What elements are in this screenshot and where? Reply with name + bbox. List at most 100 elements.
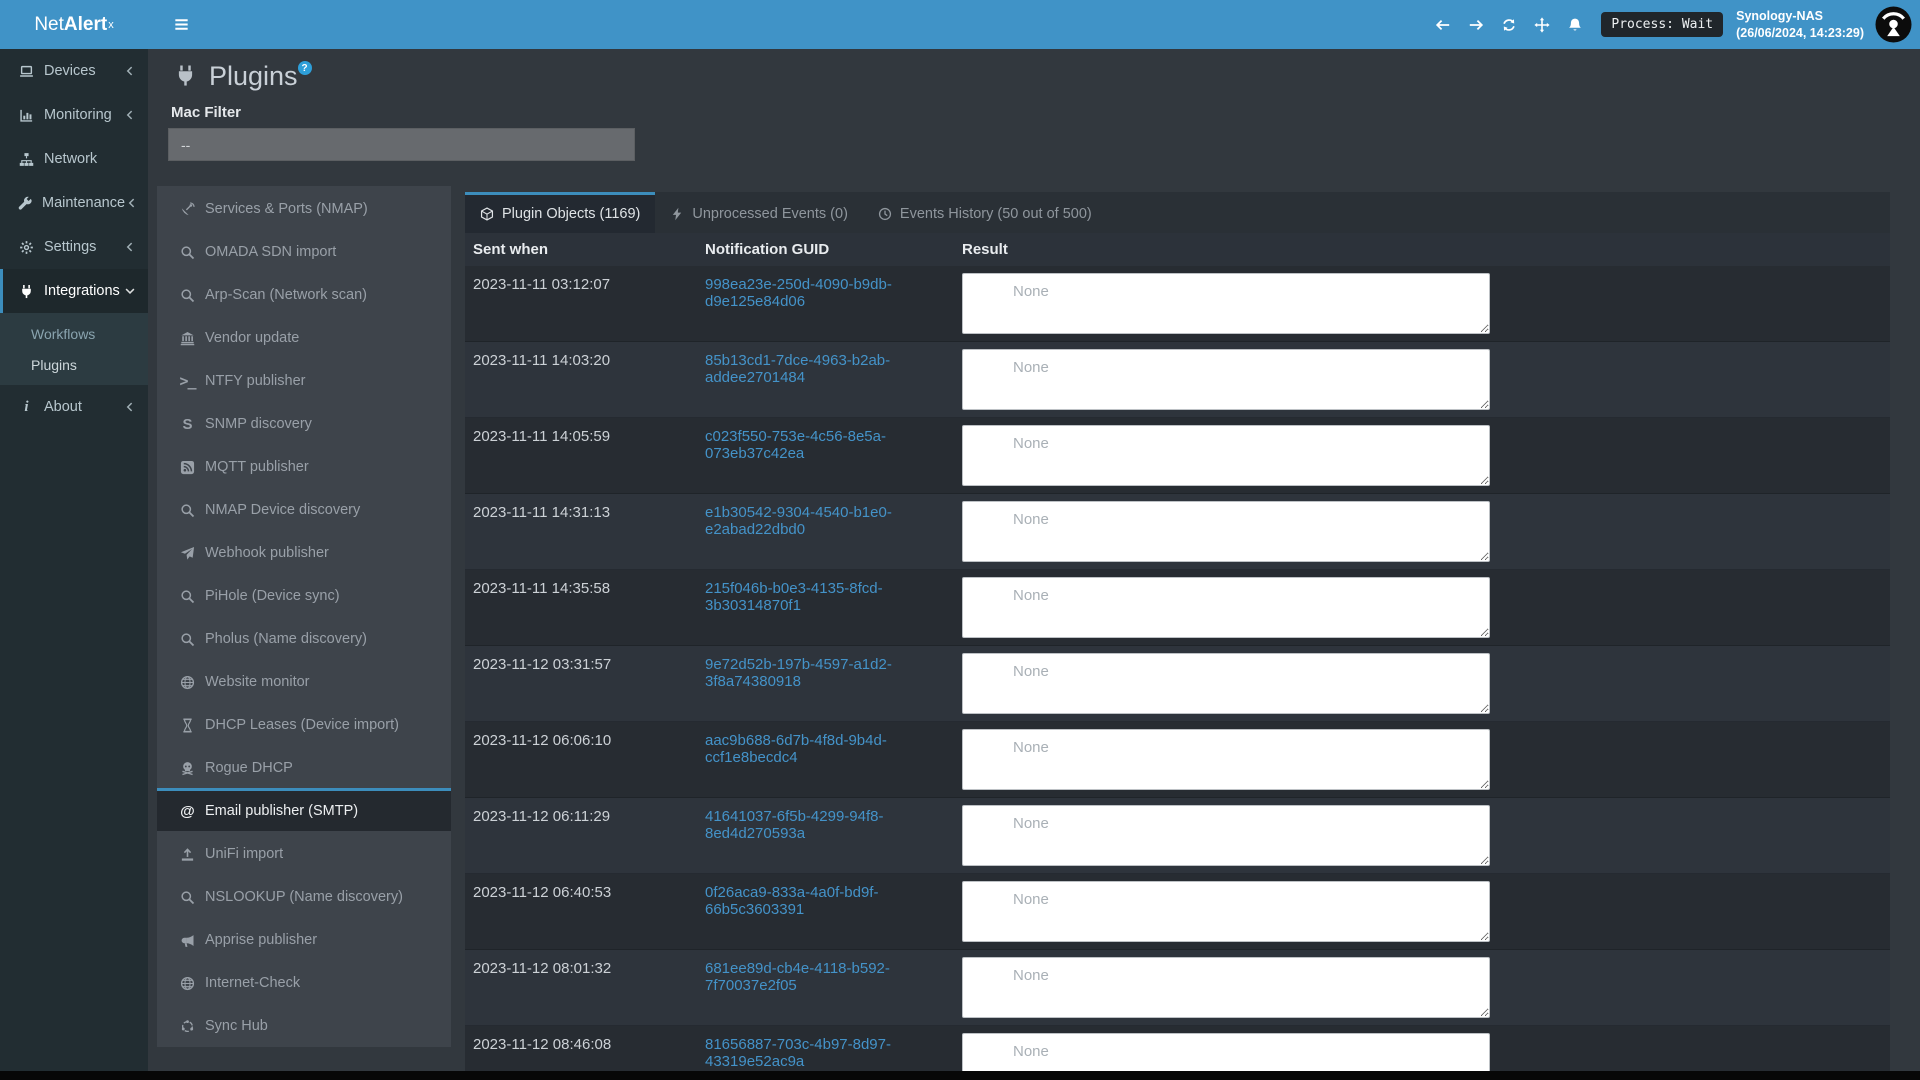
notification-guid-link[interactable]: 0f26aca9-833a-4a0f-bd9f-66b5c3603391 bbox=[705, 884, 879, 918]
sidebar-item-devices[interactable]: Devices bbox=[0, 49, 148, 93]
hamburger-icon[interactable] bbox=[167, 10, 196, 39]
user-avatar[interactable] bbox=[1875, 6, 1912, 43]
notification-guid-link[interactable]: 85b13cd1-7dce-4963-b2ab-addee2701484 bbox=[705, 352, 891, 386]
result-textarea[interactable] bbox=[962, 273, 1490, 334]
tab-plugin-objects[interactable]: Plugin Objects (1169) bbox=[465, 192, 656, 233]
angle-down-icon bbox=[121, 285, 138, 297]
sidebar-item-maintenance[interactable]: Maintenance bbox=[0, 181, 148, 225]
plugin-list-item-sync-hub[interactable]: Sync Hub bbox=[157, 1003, 451, 1046]
bullhorn-icon bbox=[178, 933, 197, 948]
plugin-list-item-dhcp-leases-device-import[interactable]: DHCP Leases (Device import) bbox=[157, 702, 451, 745]
result-textarea[interactable] bbox=[962, 729, 1490, 790]
notification-guid-link[interactable]: 41641037-6f5b-4299-94f8-8ed4d270593a bbox=[705, 808, 884, 842]
notification-guid-link[interactable]: c023f550-753e-4c56-8e5a-073eb37c42ea bbox=[705, 428, 886, 462]
main-sidebar: Devices Monitoring Network Maintenance Setti… bbox=[0, 49, 148, 1080]
sidebar-item-integrations[interactable]: Integrations bbox=[0, 269, 148, 313]
plugin-list-item-pholus-name-discovery[interactable]: Pholus (Name discovery) bbox=[157, 616, 451, 659]
plugin-list-item-mqtt-publisher[interactable]: MQTT publisher bbox=[157, 444, 451, 487]
plugin-list-item-ntfy-publisher[interactable]: >_ NTFY publisher bbox=[157, 358, 451, 401]
plugin-list-panel: Services & Ports (NMAP) OMADA SDN import A… bbox=[157, 186, 451, 1047]
navbar-right: Process: Wait Synology-NAS (26/06/2024, … bbox=[1426, 6, 1920, 43]
sidebar-item-about[interactable]: i About bbox=[0, 385, 148, 429]
sent-when-value: 2023-11-11 14:05:59 bbox=[473, 428, 611, 445]
sidebar-subitem-plugins[interactable]: Plugins bbox=[31, 356, 77, 373]
guid-cell: 41641037-6f5b-4299-94f8-8ed4d270593a bbox=[697, 798, 955, 873]
plugin-list-item-unifi-import[interactable]: UniFi import bbox=[157, 831, 451, 874]
result-textarea[interactable] bbox=[962, 501, 1490, 562]
sidebar-subitem-workflows[interactable]: Workflows bbox=[31, 325, 96, 342]
app-logo[interactable]: Net Alert x bbox=[34, 13, 114, 35]
hourglass-icon bbox=[178, 718, 197, 733]
notification-guid-link[interactable]: e1b30542-9304-4540-b1e0-e2abad22dbd0 bbox=[705, 504, 892, 538]
result-textarea[interactable] bbox=[962, 577, 1490, 638]
table-row: 2023-11-11 14:35:58 215f046b-b0e3-4135-8f… bbox=[465, 570, 1890, 646]
notification-guid-link[interactable]: 998ea23e-250d-4090-b9db-d9e125e84d06 bbox=[705, 276, 892, 310]
angle-left-icon bbox=[121, 65, 138, 77]
result-textarea[interactable] bbox=[962, 957, 1490, 1018]
plugin-list-item-arp-scan-network-scan[interactable]: Arp-Scan (Network scan) bbox=[157, 272, 451, 315]
plugin-item-label: OMADA SDN import bbox=[205, 244, 337, 260]
notification-guid-link[interactable]: 215f046b-b0e3-4135-8fcd-3b30314870f1 bbox=[705, 580, 883, 614]
table-row: 2023-11-12 06:40:53 0f26aca9-833a-4a0f-bd… bbox=[465, 874, 1890, 950]
plugin-list-item-internet-check[interactable]: Internet-Check bbox=[157, 960, 451, 1003]
result-cell bbox=[955, 342, 1890, 417]
sidebar-item-network[interactable]: Network bbox=[0, 137, 148, 181]
plugin-list-item-vendor-update[interactable]: Vendor update bbox=[157, 315, 451, 358]
info-icon: i bbox=[24, 398, 29, 415]
result-cell bbox=[955, 570, 1890, 645]
notification-guid-link[interactable]: aac9b688-6d7b-4f8d-9b4d-ccf1e8becdc4 bbox=[705, 732, 887, 766]
plugin-list-item-nmap-device-discovery[interactable]: NMAP Device discovery bbox=[157, 487, 451, 530]
notifications-bell-icon[interactable] bbox=[1558, 11, 1591, 39]
tab-label: Events History (50 out of 500) bbox=[899, 206, 1092, 222]
sidebar-item-settings[interactable]: Settings bbox=[0, 225, 148, 269]
terminal-icon: >_ bbox=[179, 371, 196, 390]
sidebar-item-monitoring[interactable]: Monitoring bbox=[0, 93, 148, 137]
plugin-list-item-email-publisher-smtp[interactable]: @ Email publisher (SMTP) bbox=[157, 788, 451, 831]
plugin-list-item-snmp-discovery[interactable]: S SNMP discovery bbox=[157, 401, 451, 444]
tab-events-history[interactable]: Events History (50 out of 500) bbox=[863, 192, 1107, 233]
plugin-list-item-website-monitor[interactable]: Website monitor bbox=[157, 659, 451, 702]
notification-guid-link[interactable]: 9e72d52b-197b-4597-a1d2-3f8a74380918 bbox=[705, 656, 892, 690]
refresh-icon[interactable] bbox=[1492, 11, 1525, 39]
plugin-item-label: Internet-Check bbox=[205, 975, 301, 991]
column-header-sent-when: Sent when bbox=[473, 241, 549, 258]
mac-filter-input[interactable] bbox=[168, 128, 635, 161]
sent-when-value: 2023-11-12 08:46:08 bbox=[473, 1036, 612, 1053]
host-name: Synology-NAS bbox=[1736, 9, 1823, 24]
help-badge[interactable]: ? bbox=[297, 61, 312, 75]
clock-icon bbox=[878, 207, 892, 221]
result-textarea[interactable] bbox=[962, 425, 1490, 486]
move-icon[interactable] bbox=[1525, 11, 1558, 39]
plugin-list-item-services-ports-nmap[interactable]: Services & Ports (NMAP) bbox=[157, 186, 451, 229]
search-icon bbox=[178, 632, 197, 647]
result-textarea[interactable] bbox=[962, 881, 1490, 942]
bank-icon bbox=[178, 331, 197, 346]
plugin-list-item-webhook-publisher[interactable]: Webhook publisher bbox=[157, 530, 451, 573]
result-textarea[interactable] bbox=[962, 349, 1490, 410]
sitemap-icon bbox=[18, 152, 35, 167]
host-info: Synology-NAS (26/06/2024, 14:23:29) bbox=[1736, 8, 1864, 41]
plugin-list-item-omada-sdn-import[interactable]: OMADA SDN import bbox=[157, 229, 451, 272]
globe-icon bbox=[178, 675, 197, 690]
notification-guid-link[interactable]: 81656887-703c-4b97-8d97-43319e52ac9a bbox=[705, 1036, 891, 1070]
plugin-list-item-pihole-device-sync[interactable]: PiHole (Device sync) bbox=[157, 573, 451, 616]
plugin-list-item-apprise-publisher[interactable]: Apprise publisher bbox=[157, 917, 451, 960]
result-cell bbox=[955, 266, 1890, 341]
result-textarea[interactable] bbox=[962, 653, 1490, 714]
plugin-item-label: SNMP discovery bbox=[205, 416, 312, 432]
angle-left-icon bbox=[121, 241, 138, 253]
table-header: Sent when Notification GUID Result bbox=[465, 233, 1890, 266]
notification-guid-link[interactable]: 681ee89d-cb4e-4118-b592-7f70037e2f05 bbox=[705, 960, 890, 994]
plugin-list-item-rogue-dhcp[interactable]: Rogue DHCP bbox=[157, 745, 451, 788]
result-textarea[interactable] bbox=[962, 805, 1490, 866]
upload-icon bbox=[178, 847, 197, 862]
table-row: 2023-11-11 14:31:13 e1b30542-9304-4540-b1… bbox=[465, 494, 1890, 570]
result-cell bbox=[955, 874, 1890, 949]
tab-unprocessed-events[interactable]: Unprocessed Events (0) bbox=[655, 192, 863, 233]
back-arrow-icon[interactable] bbox=[1426, 11, 1459, 39]
plugin-list-item-nslookup-name-discovery[interactable]: NSLOOKUP (Name discovery) bbox=[157, 874, 451, 917]
forward-arrow-icon[interactable] bbox=[1459, 11, 1492, 39]
sent-when-value: 2023-11-11 14:03:20 bbox=[473, 352, 611, 369]
search-icon bbox=[178, 890, 197, 905]
plugin-item-label: Apprise publisher bbox=[205, 932, 318, 948]
